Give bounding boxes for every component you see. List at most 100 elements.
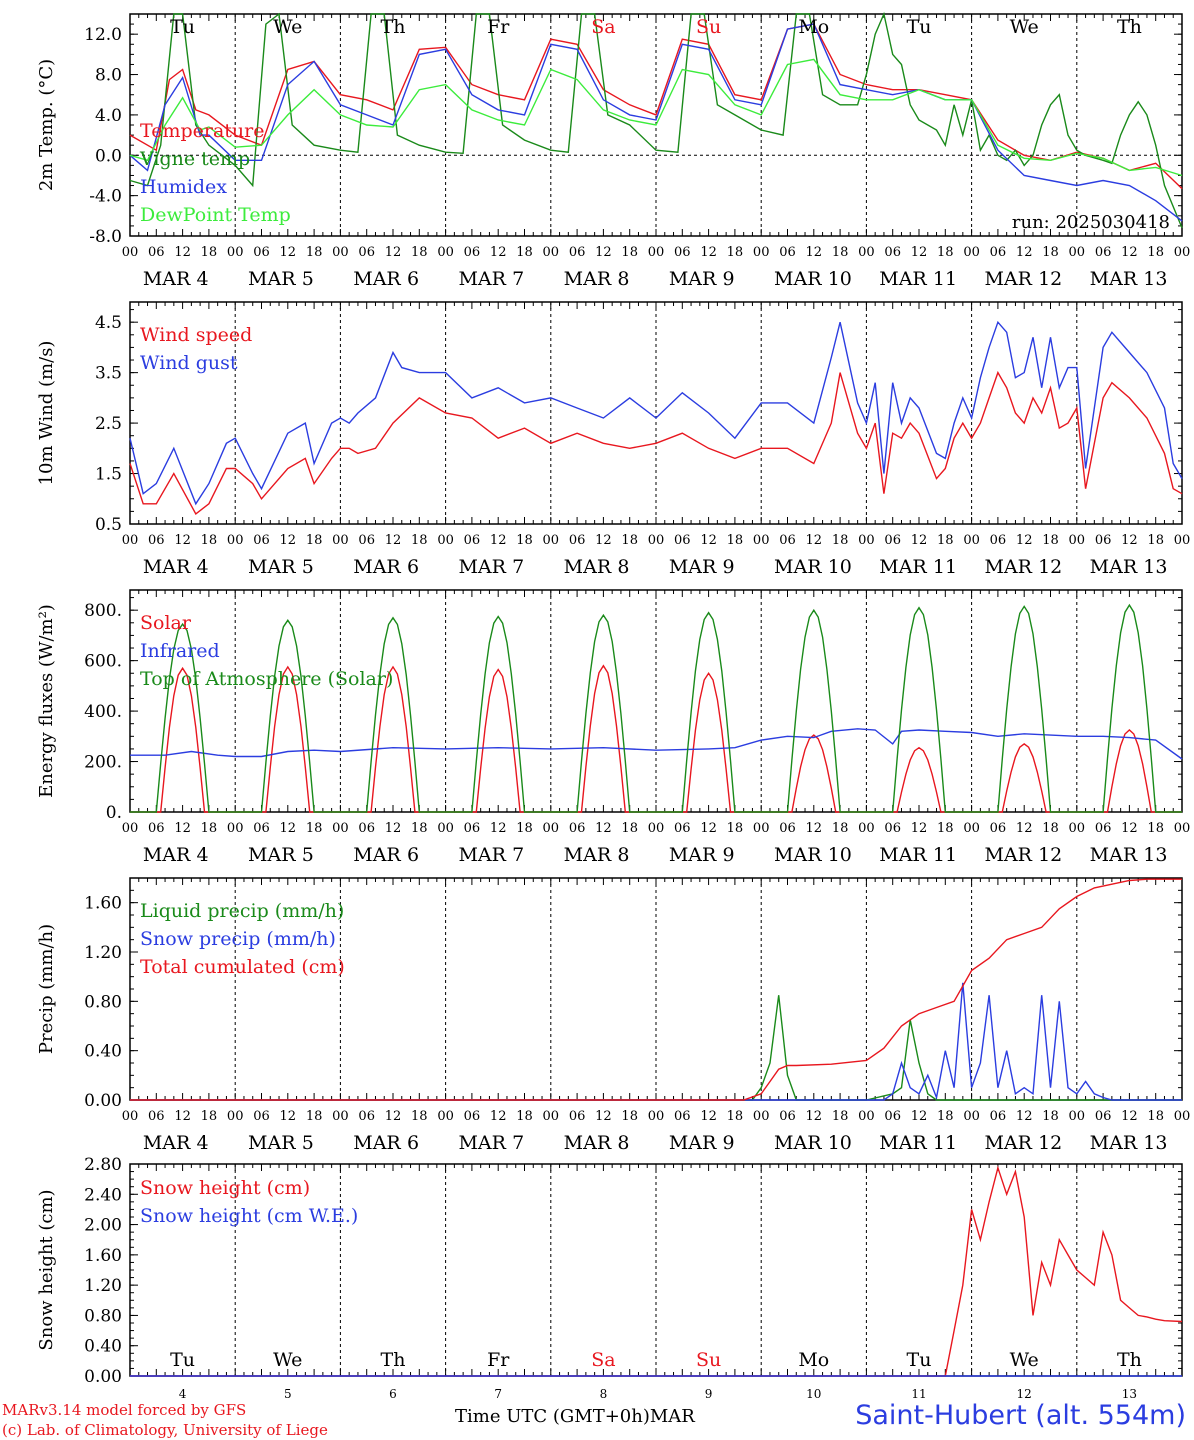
- hour-tick-label: 12: [385, 821, 402, 836]
- hour-tick-label: 18: [727, 245, 744, 260]
- day-number-label: 6: [407, 268, 419, 290]
- hour-tick-label: 18: [832, 245, 849, 260]
- month-label: MAR: [353, 268, 401, 290]
- day-number-label: 13: [1143, 1132, 1167, 1154]
- month-label: MAR: [774, 556, 822, 578]
- day-number-label: 9: [705, 1387, 713, 1401]
- hour-tick-label: 06: [569, 533, 586, 548]
- month-label: MAR: [248, 1132, 296, 1154]
- hour-tick-label: 00: [122, 821, 139, 836]
- month-label: MAR: [458, 268, 506, 290]
- hour-tick-label: 00: [963, 1109, 980, 1124]
- y-tick-label: 4.0: [95, 106, 122, 126]
- hour-tick-label: 06: [884, 245, 901, 260]
- y-tick-label: 600.: [84, 652, 122, 672]
- panel-1: [129, 11, 1183, 237]
- hour-tick-label: 00: [858, 245, 875, 260]
- series-line-wind-speed: [129, 370, 1183, 515]
- series-line-top-of-atmosphere-solar-: [130, 603, 1182, 813]
- month-label: MAR: [564, 1132, 612, 1154]
- legend-entry: Wind speed: [140, 324, 252, 346]
- hour-tick-label: 06: [990, 245, 1007, 260]
- day-number-label: 13: [1143, 268, 1167, 290]
- hour-tick-label: 06: [990, 1109, 1007, 1124]
- weekday-label: We: [1010, 16, 1039, 38]
- hour-tick-label: 12: [280, 821, 297, 836]
- hour-tick-label: 12: [700, 245, 717, 260]
- month-label: MAR: [984, 268, 1032, 290]
- hour-tick-label: 06: [674, 821, 691, 836]
- weekday-label: Th: [381, 16, 406, 38]
- month-label: MAR: [1090, 268, 1138, 290]
- day-number-label: 12: [1038, 268, 1062, 290]
- hour-tick-label: 12: [911, 1109, 928, 1124]
- series-line-dewpoint-temp: [129, 58, 1183, 177]
- day-number-label: 7: [512, 844, 524, 866]
- legend-entry: Solar: [140, 612, 192, 634]
- month-label: MAR: [458, 844, 506, 866]
- hour-tick-label: 12: [700, 533, 717, 548]
- hour-tick-label: 12: [911, 821, 928, 836]
- hour-tick-label: 18: [937, 245, 954, 260]
- y-tick-label: -4.0: [89, 187, 122, 207]
- hour-tick-label: 06: [253, 1109, 270, 1124]
- hour-tick-label: 12: [595, 821, 612, 836]
- y-tick-label: 1.20: [84, 1276, 122, 1296]
- month-label: MAR: [1090, 844, 1138, 866]
- hour-tick-label: 00: [227, 821, 244, 836]
- day-number-label: 13: [1143, 556, 1167, 578]
- day-number-label: 6: [389, 1387, 397, 1401]
- hour-tick-label: 06: [148, 245, 165, 260]
- hour-tick-label: 00: [332, 1109, 349, 1124]
- hour-tick-label: 06: [1095, 821, 1112, 836]
- hour-tick-label: 00: [858, 1109, 875, 1124]
- weekday-label: Tu: [907, 16, 932, 38]
- y-tick-label: 400.: [84, 702, 122, 722]
- month-label: MAR: [353, 844, 401, 866]
- y-tick-label: 0.40: [84, 1042, 122, 1062]
- hour-tick-label: 18: [1042, 533, 1059, 548]
- y-tick-label: 12.0: [84, 25, 122, 45]
- hour-tick-label: 18: [201, 1109, 218, 1124]
- y-tick-label: 4.5: [95, 313, 122, 333]
- hour-tick-label: 06: [358, 533, 375, 548]
- day-number-label: 9: [723, 556, 735, 578]
- day-number-label: 4: [197, 844, 209, 866]
- day-number-label: 4: [197, 556, 209, 578]
- hour-tick-label: 06: [674, 533, 691, 548]
- month-label: MAR: [774, 1132, 822, 1154]
- legend-entry: Snow height (cm): [140, 1177, 310, 1199]
- hour-tick-label: 18: [201, 533, 218, 548]
- hour-tick-label: 06: [779, 533, 796, 548]
- hour-tick-label: 18: [832, 821, 849, 836]
- hour-tick-label: 12: [595, 533, 612, 548]
- month-label: MAR: [458, 556, 506, 578]
- y-axis-title: Energy fluxes (W/m²): [36, 604, 57, 798]
- legend-entry: Snow precip (mm/h): [140, 928, 336, 950]
- hour-tick-label: 12: [1016, 533, 1033, 548]
- month-label: MAR: [458, 1132, 506, 1154]
- weekday-label: Su: [696, 1349, 721, 1371]
- hour-tick-label: 18: [937, 821, 954, 836]
- series-line-total-cumulated-cm-: [130, 878, 1182, 1101]
- month-label: MAR: [248, 844, 296, 866]
- y-tick-label: 0.0: [95, 146, 122, 166]
- hour-tick-label: 12: [280, 533, 297, 548]
- hour-tick-label: 00: [963, 245, 980, 260]
- day-number-label: 5: [302, 844, 314, 866]
- series-line-wind-gust: [129, 320, 1183, 506]
- hour-tick-label: 12: [806, 821, 823, 836]
- hour-tick-label: 12: [385, 533, 402, 548]
- hour-tick-label: 12: [385, 1109, 402, 1124]
- y-tick-label: 1.60: [84, 894, 122, 914]
- y-tick-label: 0.80: [84, 992, 122, 1012]
- hour-tick-label: 18: [411, 1109, 428, 1124]
- day-number-label: 13: [1143, 844, 1167, 866]
- hour-tick-label: 00: [543, 1109, 560, 1124]
- legend-entry: Temperature: [140, 120, 264, 142]
- hour-tick-label: 00: [122, 245, 139, 260]
- hour-tick-label: 00: [753, 821, 770, 836]
- hour-tick-label: 12: [1016, 821, 1033, 836]
- hour-tick-label: 06: [464, 533, 481, 548]
- hour-tick-label: 00: [1174, 1109, 1191, 1124]
